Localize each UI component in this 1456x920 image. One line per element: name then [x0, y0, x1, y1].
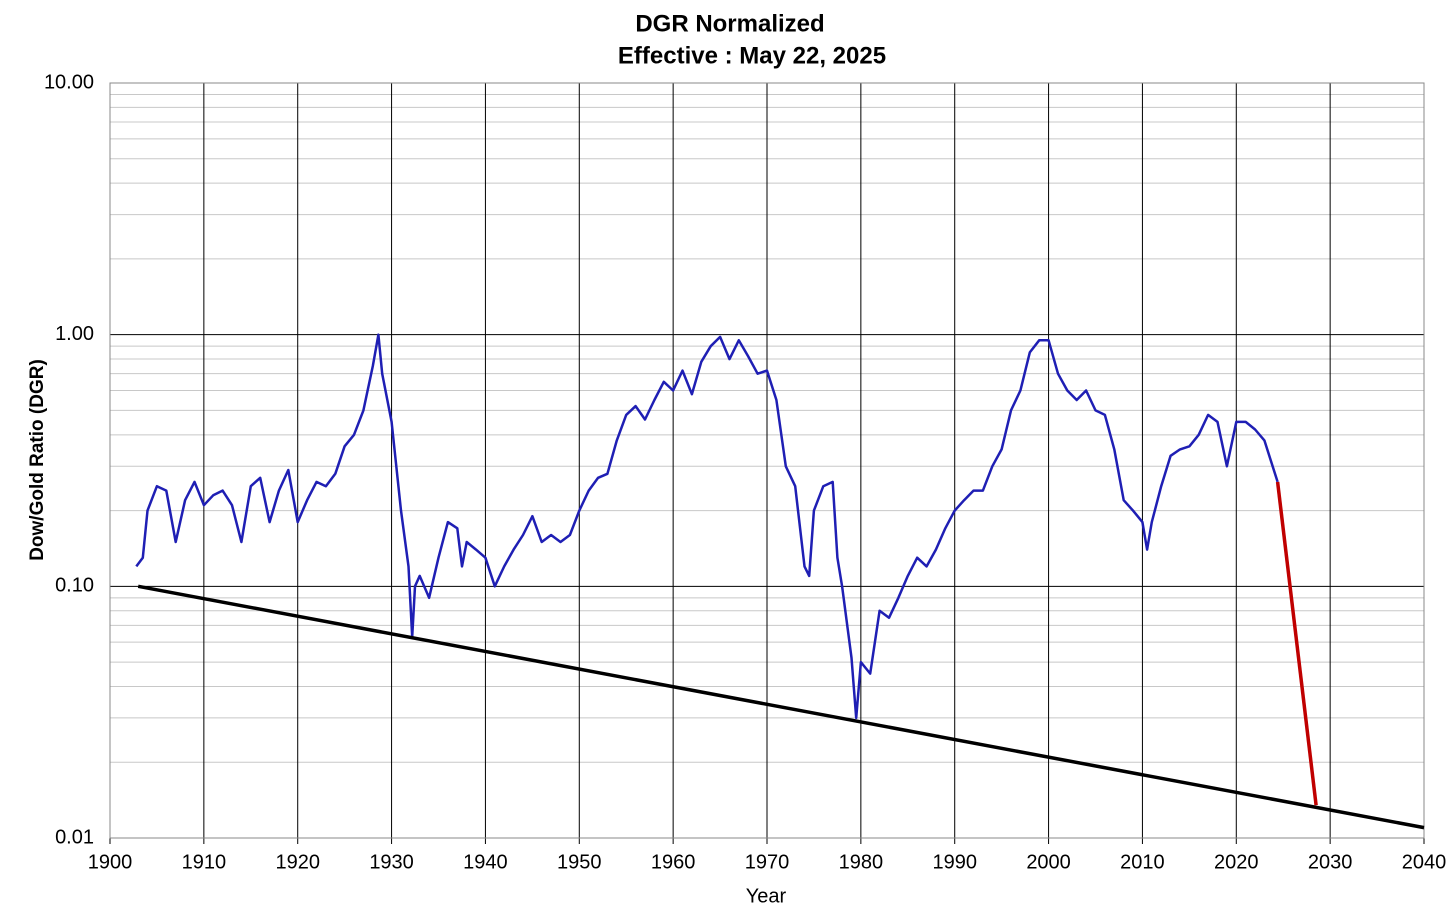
- x-tick-label: 2000: [1026, 851, 1071, 873]
- x-tick-label: 1960: [651, 851, 696, 873]
- x-tick-label: 1980: [839, 851, 884, 873]
- chart-subtitle: Effective : May 22, 2025: [618, 42, 886, 69]
- x-tick-label: 2020: [1214, 851, 1259, 873]
- x-tick-label: 1930: [369, 851, 414, 873]
- x-tick-label: 2030: [1308, 851, 1353, 873]
- x-axis-label: Year: [746, 885, 787, 907]
- y-tick-label: 0.10: [55, 575, 94, 597]
- x-tick-label: 2040: [1402, 851, 1447, 873]
- x-tick-label: 1970: [745, 851, 790, 873]
- x-tick-label: 1910: [182, 851, 227, 873]
- plot-frame: [109, 82, 1425, 839]
- y-tick-label: 10.00: [44, 71, 94, 93]
- data-line: [1275, 481, 1318, 806]
- x-tick-label: 2010: [1120, 851, 1165, 873]
- x-tick-label: 1920: [275, 851, 320, 873]
- y-tick-label: 0.01: [55, 826, 94, 848]
- data-line: [135, 333, 1279, 720]
- chart-title: DGR Normalized: [635, 10, 824, 37]
- x-tick-label: 1950: [557, 851, 602, 873]
- y-axis-label: Dow/Gold Ratio (DGR): [27, 359, 48, 561]
- x-tick-label: 1940: [463, 851, 508, 873]
- x-tick-label: 1990: [932, 851, 977, 873]
- data-line: [137, 584, 1425, 830]
- x-tick-label: 1900: [88, 851, 133, 873]
- y-tick-label: 1.00: [55, 323, 94, 345]
